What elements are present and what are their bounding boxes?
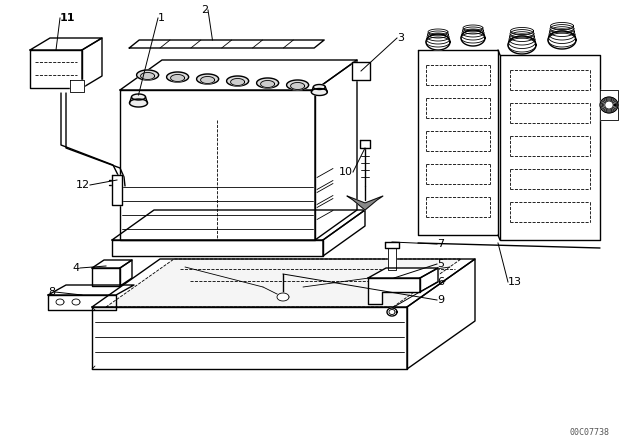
Polygon shape [141, 73, 155, 79]
Polygon shape [171, 74, 184, 82]
Polygon shape [112, 175, 122, 205]
Polygon shape [56, 299, 64, 305]
Text: 5: 5 [437, 259, 444, 269]
Polygon shape [418, 50, 498, 235]
Polygon shape [600, 97, 618, 113]
Text: 11: 11 [60, 13, 76, 23]
Polygon shape [389, 310, 395, 314]
Text: 6: 6 [437, 277, 444, 287]
Polygon shape [196, 74, 219, 84]
Polygon shape [129, 40, 324, 48]
Polygon shape [200, 77, 214, 83]
Polygon shape [500, 55, 600, 240]
Polygon shape [600, 90, 618, 120]
Polygon shape [352, 62, 370, 80]
Polygon shape [120, 260, 132, 286]
Polygon shape [368, 268, 438, 278]
Polygon shape [92, 268, 120, 286]
Polygon shape [347, 196, 383, 210]
Polygon shape [129, 99, 147, 107]
Polygon shape [260, 81, 275, 87]
Polygon shape [112, 210, 365, 240]
Polygon shape [548, 31, 576, 49]
Polygon shape [92, 260, 132, 268]
Text: 9: 9 [437, 295, 444, 305]
Polygon shape [112, 240, 323, 256]
Polygon shape [277, 293, 289, 301]
Polygon shape [92, 307, 407, 369]
Text: 3: 3 [397, 33, 404, 43]
Polygon shape [368, 278, 420, 304]
Polygon shape [287, 80, 308, 90]
Polygon shape [461, 30, 485, 46]
Polygon shape [72, 299, 80, 305]
Polygon shape [92, 259, 475, 307]
Polygon shape [70, 80, 84, 92]
Polygon shape [385, 242, 399, 248]
Polygon shape [360, 140, 370, 148]
Text: 1: 1 [158, 13, 165, 23]
Polygon shape [106, 259, 461, 307]
Polygon shape [323, 210, 365, 256]
Polygon shape [388, 248, 396, 270]
Polygon shape [426, 34, 450, 50]
Polygon shape [131, 94, 145, 100]
Polygon shape [227, 76, 248, 86]
Polygon shape [166, 72, 189, 82]
Text: 8: 8 [48, 287, 55, 297]
Polygon shape [407, 259, 475, 369]
Polygon shape [82, 38, 102, 88]
Text: 10: 10 [339, 167, 353, 177]
Text: 7: 7 [437, 239, 444, 249]
Polygon shape [30, 50, 82, 88]
Polygon shape [315, 60, 357, 240]
Text: 13: 13 [508, 277, 522, 287]
Polygon shape [387, 308, 397, 316]
Polygon shape [420, 268, 438, 292]
Text: 12: 12 [76, 180, 90, 190]
Polygon shape [508, 36, 536, 54]
Polygon shape [230, 78, 244, 86]
Polygon shape [120, 60, 357, 90]
Text: 4: 4 [73, 263, 80, 273]
Polygon shape [48, 285, 134, 295]
Polygon shape [30, 38, 102, 50]
Polygon shape [48, 295, 116, 310]
Polygon shape [257, 78, 278, 88]
Text: 00C07738: 00C07738 [570, 427, 610, 436]
Polygon shape [314, 85, 325, 90]
Text: 2: 2 [201, 5, 208, 15]
Polygon shape [311, 89, 327, 95]
Polygon shape [291, 82, 305, 90]
Polygon shape [136, 70, 159, 80]
Polygon shape [120, 90, 315, 240]
